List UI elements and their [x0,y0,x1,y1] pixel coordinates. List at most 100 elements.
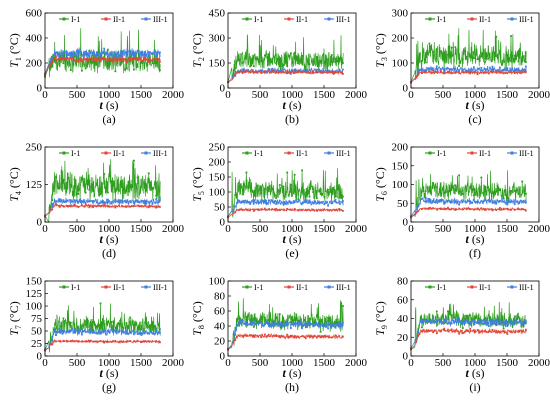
series-point-I-1 [334,195,337,197]
y-tick-label: 300 [209,33,226,45]
series-point-II-1 [319,336,322,339]
y-tick-label: 40 [397,313,409,325]
legend-marker [144,17,148,21]
series-point-I-1 [316,197,318,200]
series-point-II-1 [473,71,475,74]
series-point-II-1 [491,328,494,331]
x-tick-label: 1000 [281,357,304,369]
series-point-I-1 [238,181,240,184]
series-point-I-1 [290,321,292,323]
series-point-II-1 [267,208,270,211]
panel-label: (c) [468,112,481,126]
y-tick-label: 20 [397,332,409,344]
series-point-II-1 [327,71,329,74]
series-point-II-1 [88,339,91,342]
series-point-III-1 [92,331,94,334]
legend: I-1 II-1 III-1 [242,283,351,292]
series-point-II-1 [155,206,158,209]
series-point-III-1 [499,200,501,202]
series-point-I-1 [241,321,244,324]
series-point-I-1 [155,194,158,197]
series-point-I-1 [252,194,255,197]
series-point-II-1 [267,333,270,336]
chart-panel-3: 0 500 1000 1500 2000 0 100 200 300 T3 (°C) t (s)(c… [373,8,550,127]
series-point-III-1 [133,200,135,203]
series-point-II-1 [495,331,498,334]
series-point-I-1 [513,54,516,57]
series-point-III-1 [293,201,296,204]
series-point-II-1 [319,208,322,211]
series-point-I-1 [81,69,83,72]
series-point-III-1 [264,322,266,325]
series-point-I-1 [278,313,281,316]
series-point-I-1 [95,326,98,328]
series-point-III-1 [454,319,457,322]
series-point-III-1 [95,201,98,204]
series-point-II-1 [286,70,289,72]
series-point-II-1 [454,72,457,74]
series-point-I-1 [341,305,344,307]
series-point-III-1 [136,333,139,335]
series-point-I-1 [136,65,139,68]
series-point-III-1 [267,199,270,202]
series-point-I-1 [107,191,109,194]
legend-entry: II-1 [113,149,125,158]
series-point-I-1 [121,329,124,332]
x-axis-label: t (s) [282,98,301,112]
series-point-III-1 [125,54,128,57]
series-point-I-1 [155,327,158,330]
series-group [44,28,161,78]
legend-marker [287,151,291,155]
series-point-II-1 [341,335,344,338]
series-point-III-1 [114,330,117,333]
legend-entry: I-1 [254,149,263,158]
series-point-I-1 [454,320,457,323]
y-tick-label: 0 [403,351,409,363]
series-point-III-1 [73,199,76,202]
series-point-II-1 [252,71,255,74]
series-point-II-1 [308,209,311,211]
series-point-III-1 [491,322,494,325]
series-point-III-1 [107,53,109,56]
series-point-II-1 [92,206,94,209]
series-point-I-1 [319,330,322,333]
series-point-II-1 [92,340,94,343]
series-point-I-1 [275,62,277,64]
series-point-III-1 [487,69,490,72]
series-point-II-1 [238,71,240,74]
series-point-II-1 [256,335,259,338]
series-point-II-1 [140,341,143,343]
series-point-I-1 [308,317,311,320]
series-point-III-1 [286,323,289,325]
series-point-II-1 [293,208,296,210]
x-tick-label: 0 [225,89,231,101]
series-point-III-1 [484,321,486,323]
series-point-I-1 [84,67,87,70]
y-tick-label: 0 [37,351,43,363]
series-point-III-1 [293,68,296,71]
series-point-II-1 [484,208,486,210]
legend-marker [62,151,66,155]
series-point-III-1 [513,203,516,206]
series-point-III-1 [129,330,132,333]
legend-marker [510,285,514,289]
series-point-III-1 [290,327,292,329]
series-point-I-1 [238,59,240,62]
series-point-II-1 [136,59,139,62]
x-tick-label: 1000 [98,357,121,369]
series-point-II-1 [487,208,490,211]
series-point-III-1 [316,202,318,205]
series-point-II-1 [144,204,146,207]
series-point-II-1 [297,209,300,212]
legend-entry: II-1 [113,283,125,292]
x-tick-label: 2000 [345,357,368,369]
series-point-I-1 [151,322,154,324]
series-point-I-1 [77,328,80,331]
y-axis-label: T5 (°C) [190,167,206,201]
series-point-III-1 [447,67,449,70]
series-point-II-1 [278,71,281,74]
series-point-III-1 [51,58,54,61]
y-axis-label: T1 (°C) [7,33,23,67]
series-point-I-1 [513,190,516,192]
